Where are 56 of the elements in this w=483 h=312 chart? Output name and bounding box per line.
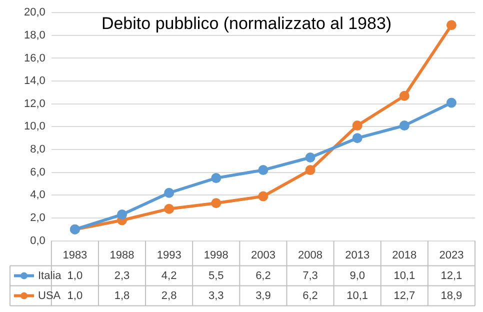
y-tick-label: 20,0 [24, 6, 46, 19]
point [446, 98, 456, 108]
x-tick-label: 2013 [345, 249, 370, 262]
y-tick-label: 18,0 [24, 29, 46, 42]
x-tick-label: 1988 [110, 249, 134, 262]
point [352, 133, 362, 144]
data-label: 1,0 [67, 270, 83, 282]
data-label: 12,7 [394, 290, 416, 302]
point [117, 210, 128, 220]
data-label: 18,9 [440, 290, 462, 302]
legend-label: USA [38, 290, 62, 302]
point [258, 191, 268, 202]
x-tick-label: 2008 [298, 249, 323, 262]
x-tick-label: 1998 [204, 249, 228, 262]
point [352, 120, 362, 131]
x-tick-label: 1993 [156, 249, 182, 262]
data-label: 2,3 [114, 270, 130, 282]
point [446, 20, 456, 30]
y-tick-label: 0,0 [30, 234, 46, 247]
y-tick-label: 6,0 [30, 166, 46, 178]
x-tick-label: 1983 [62, 249, 88, 262]
legend-label: Italia [38, 270, 62, 282]
x-tick-label: 2023 [439, 249, 464, 262]
y-tick-label: 10,0 [24, 120, 46, 133]
y-tick-label: 12,0 [24, 98, 46, 110]
data-label: 9,0 [350, 270, 365, 282]
point [211, 198, 222, 208]
data-label: 2,8 [161, 290, 177, 302]
x-tick-label: 2018 [392, 249, 417, 262]
data-label: 3,9 [256, 290, 271, 302]
point [305, 152, 316, 163]
data-label: 1,8 [114, 290, 130, 302]
point [164, 188, 174, 198]
data-label: 10,1 [346, 290, 368, 302]
point [305, 165, 316, 176]
data-label: 6,2 [256, 270, 271, 282]
data-label: 5,5 [208, 270, 224, 282]
y-tick-label: 4,0 [30, 189, 46, 202]
point [164, 204, 174, 214]
data-label: 4,2 [161, 270, 177, 282]
data-label: 3,3 [208, 290, 224, 302]
y-tick-label: 14,0 [24, 75, 46, 88]
point [258, 165, 268, 176]
y-tick-label: 8,0 [30, 144, 46, 156]
data-label: 1,0 [67, 290, 83, 302]
y-tick-label: 16,0 [24, 52, 46, 64]
chart-title: Debito pubblico (normalizzato al 1983) [101, 14, 392, 34]
data-label: 10,1 [394, 270, 416, 282]
point [399, 90, 410, 101]
x-tick-label: 2003 [250, 249, 276, 262]
data-label: 6,2 [302, 290, 318, 302]
point [399, 120, 410, 131]
data-label: 7,3 [302, 270, 318, 282]
y-tick-label: 2,0 [30, 212, 46, 224]
point [211, 173, 222, 184]
data-label: 12,1 [440, 270, 462, 282]
